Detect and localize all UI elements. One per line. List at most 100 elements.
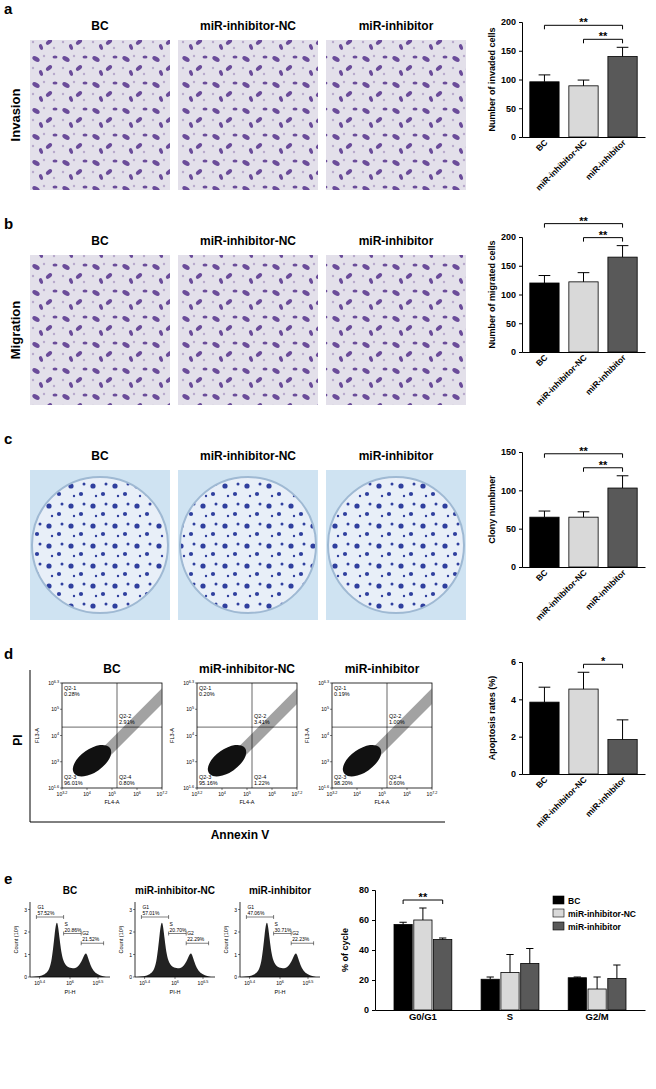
tick-label: 105 (108, 791, 116, 797)
tick-label: 106.3 (48, 680, 59, 686)
bar (501, 973, 519, 1011)
tick: 80 (359, 885, 375, 895)
tick-label: 101.6 (48, 785, 59, 791)
tick-mark (272, 788, 273, 790)
gate-value: 22.29% (187, 936, 205, 942)
chart: 0246BCmiR-inhibitor-NCmiR-inhibitorApopt… (487, 655, 646, 829)
tick: S (507, 1011, 513, 1022)
tick-label: 2 (129, 929, 132, 935)
tick-label: 4 (511, 695, 516, 705)
gate-value: 20.86% (65, 927, 83, 933)
tick-label: 106 (171, 980, 179, 986)
image-placeholder (178, 40, 318, 190)
tick-mark (519, 699, 522, 700)
tick-label: 105.4 (34, 980, 45, 986)
tick-mark (60, 735, 62, 736)
bar (394, 925, 412, 1011)
tick-mark (519, 108, 522, 109)
tick-mark (238, 932, 240, 933)
tick-label: BC (534, 567, 550, 583)
bar (434, 940, 452, 1011)
x-axis: BCmiR-inhibitor-NCmiR-inhibitor (523, 137, 646, 193)
tick-label: 105 (378, 791, 386, 797)
significance-label: ** (579, 16, 588, 28)
error-bar (583, 512, 584, 517)
x-axis: G0/G1SG2/M (376, 1011, 646, 1022)
tick-mark (238, 909, 240, 910)
bar (608, 57, 637, 138)
significance-label: ** (599, 30, 608, 42)
error-cap (539, 275, 551, 276)
error-cap (419, 908, 426, 909)
image-title: miR-inhibitor-NC (135, 885, 215, 896)
error-bar (422, 908, 423, 920)
tick-label: 106.5 (303, 980, 314, 986)
tick: 40 (359, 945, 375, 955)
plot-frame (332, 683, 432, 788)
error-bar (583, 80, 584, 86)
tick: 4 (511, 695, 522, 705)
bar (568, 978, 586, 1010)
tick-mark (297, 788, 298, 790)
tick-mark (308, 977, 309, 979)
error-bar (622, 47, 623, 56)
tick: 50 (506, 104, 522, 114)
dish (32, 477, 168, 613)
tick-label: 105 (186, 706, 194, 712)
figure: aBCmiR-inhibitor-NCmiR-inhibitorInvasion… (0, 0, 656, 1089)
significance-label: ** (579, 215, 588, 227)
bar (530, 517, 559, 567)
tick-label: 50 (506, 524, 516, 534)
tick-label: 0 (24, 974, 27, 980)
tick-label: miR-inhibitor-NC (533, 137, 588, 192)
tick-mark (28, 954, 30, 955)
error-cap (578, 511, 590, 512)
tick: 0 (364, 1005, 375, 1015)
tick-label: 200 (501, 232, 516, 242)
quadrant-value: 95.16% (199, 780, 218, 786)
bar (521, 964, 539, 1011)
tick-mark (519, 529, 522, 530)
tick-mark (519, 237, 522, 238)
tick: 200 (501, 232, 522, 242)
axis-title: % of cycle (340, 928, 350, 972)
tick-mark (432, 788, 433, 790)
tick-label: 0 (511, 562, 516, 572)
plot-area (530, 672, 637, 774)
image-placeholder (326, 40, 466, 190)
tick-exponent: 1.6 (324, 785, 329, 789)
legend-label: BC (568, 896, 580, 906)
gate-line (332, 727, 432, 728)
error-bar (597, 977, 598, 989)
tick-mark (357, 788, 358, 790)
tick-label: 1 (234, 952, 237, 958)
error-cap (399, 922, 406, 923)
tick-label: 3 (24, 907, 27, 913)
tick-exponent: 3 (192, 759, 194, 763)
tick-label: 106 (403, 791, 411, 797)
bar (530, 702, 559, 774)
tick-exponent: 5 (57, 706, 59, 710)
gate-value: 30.71% (275, 927, 293, 933)
tick-mark (144, 977, 145, 979)
axis-title: PI (11, 734, 25, 745)
error-bar (544, 75, 545, 82)
error-bar (622, 246, 623, 258)
quadrant-value: 3.41% (254, 719, 270, 725)
panel-letter: a (4, 0, 13, 17)
image-title: miR-inhibitor (359, 19, 434, 33)
tick-mark (372, 950, 375, 951)
tick-mark (330, 761, 332, 762)
quadrant-value: 0.28% (64, 691, 80, 697)
image-title: BC (103, 662, 121, 676)
row-label: Invasion (8, 89, 23, 142)
error-cap (578, 272, 590, 273)
tick-exponent: 6.3 (189, 680, 194, 684)
tick: BC (534, 352, 550, 368)
dish (328, 477, 464, 613)
panel-letter: b (4, 215, 13, 232)
plot-axes (240, 902, 320, 977)
bar (530, 82, 559, 137)
tick-label: 103 (51, 759, 59, 765)
bar (569, 282, 598, 352)
